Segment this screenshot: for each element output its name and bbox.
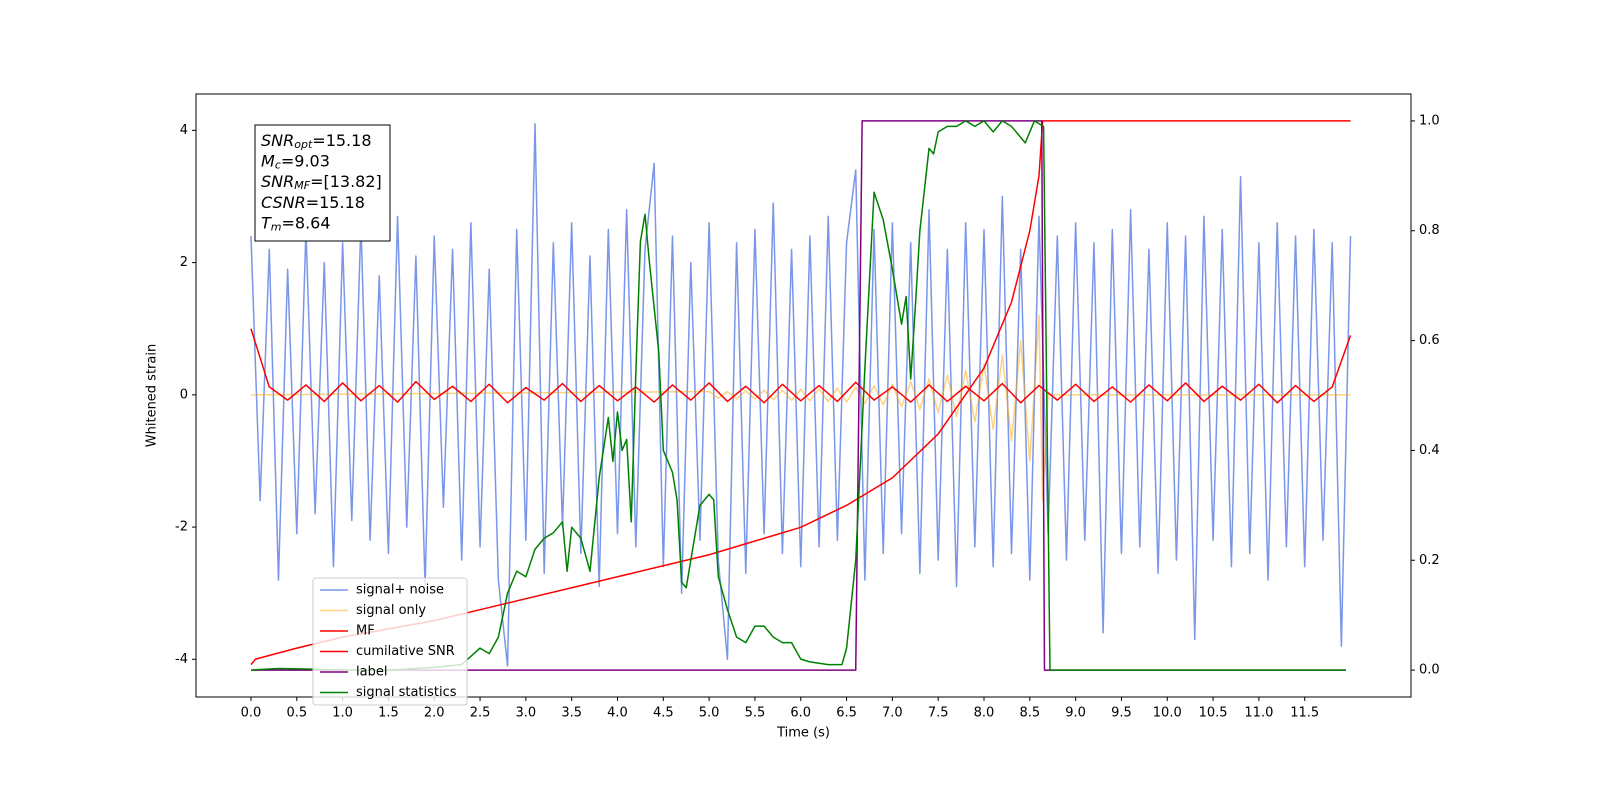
y2-tick-label: 0.6 (1419, 333, 1440, 348)
y2-tick-label: 0.4 (1419, 443, 1440, 458)
annotation-rest: =[13.82] (310, 172, 382, 191)
legend-label: signal+ noise (356, 583, 444, 598)
annotation-box (254, 124, 391, 242)
y2-tick-label: 0.2 (1419, 553, 1440, 568)
annotation-base: M (261, 151, 275, 170)
y-tick-label: 0 (180, 387, 188, 402)
y2-tick-label: 0.8 (1419, 223, 1440, 238)
annotation-line: SNRMF=[13.82] (261, 172, 382, 193)
annotation-sub: opt (294, 138, 313, 151)
x-tick-label: 3.0 (516, 706, 537, 721)
legend-label: signal statistics (356, 685, 457, 700)
x-tick-label: 8.0 (974, 706, 995, 721)
x-tick-label: 1.5 (378, 706, 399, 721)
x-tick-label: 1.0 (332, 706, 353, 721)
x-tick-label: 7.0 (882, 706, 903, 721)
annotation-rest: =8.64 (282, 213, 331, 232)
y2-tick-label: 0.0 (1419, 663, 1440, 678)
legend: signal+ noise signal only MF cumilative SNR… (312, 577, 468, 706)
y-tick-label: 4 (180, 123, 188, 138)
x-tick-label: 0.5 (286, 706, 307, 721)
annotation-line: Tm=8.64 (261, 213, 331, 234)
x-tick-label: 3.5 (561, 706, 582, 721)
series-line (250, 328, 1352, 404)
plot-frame (195, 93, 1412, 698)
annotation-rest: =15.18 (312, 131, 371, 150)
x-tick-label: 5.5 (745, 706, 766, 721)
y-tick-label: -4 (175, 652, 188, 667)
annotation-line: CSNR=15.18 (261, 192, 365, 211)
annotation-rest: =9.03 (281, 151, 330, 170)
x-tick-label: 10.5 (1199, 706, 1228, 721)
annotation-sub: MF (294, 179, 310, 192)
y2-tick-label: 1.0 (1419, 113, 1440, 128)
y-tick-label: 2 (180, 255, 188, 270)
x-tick-label: 9.5 (1111, 706, 1132, 721)
legend-box (312, 577, 468, 706)
legend-label: MF (356, 624, 375, 639)
x-tick-label: 10.0 (1153, 706, 1182, 721)
annotation-sub: m (271, 220, 282, 233)
x-tick-label: 4.0 (607, 706, 628, 721)
x-tick-label: 11.5 (1290, 706, 1319, 721)
annotation-line: SNRopt=15.18 (261, 131, 372, 152)
legend-label: cumilative SNR (356, 644, 455, 659)
x-tick-label: 0.0 (241, 706, 262, 721)
x-tick-label: 6.0 (790, 706, 811, 721)
x-tick-label: 8.5 (1019, 706, 1040, 721)
x-tick-label: 11.0 (1244, 706, 1273, 721)
annotation-line: Mc=9.03 (261, 151, 330, 172)
x-axis-label: Time (s) (776, 726, 830, 741)
series-line (250, 123, 1352, 667)
x-tick-label: 6.5 (836, 706, 857, 721)
series-line (250, 314, 1351, 502)
x-tick-label: 7.5 (928, 706, 949, 721)
x-tick-label: 9.0 (1065, 706, 1086, 721)
annotation-base: SNR (261, 172, 294, 191)
y-axis-label: Whitened strain (145, 344, 160, 447)
annotation-base: T (261, 213, 272, 232)
annotation-base: CSNR (261, 192, 306, 211)
y-tick-label: -2 (175, 520, 188, 535)
series-line (250, 120, 1346, 671)
annotation-sub: c (275, 159, 281, 172)
annotation-rest: =15.18 (306, 192, 365, 211)
legend-label: label (356, 665, 387, 680)
annotation-base: SNR (261, 131, 294, 150)
legend-label: signal only (356, 603, 426, 618)
x-tick-label: 4.5 (653, 706, 674, 721)
x-tick-label: 5.0 (699, 706, 720, 721)
x-tick-label: 2.5 (470, 706, 491, 721)
x-tick-label: 2.0 (424, 706, 445, 721)
